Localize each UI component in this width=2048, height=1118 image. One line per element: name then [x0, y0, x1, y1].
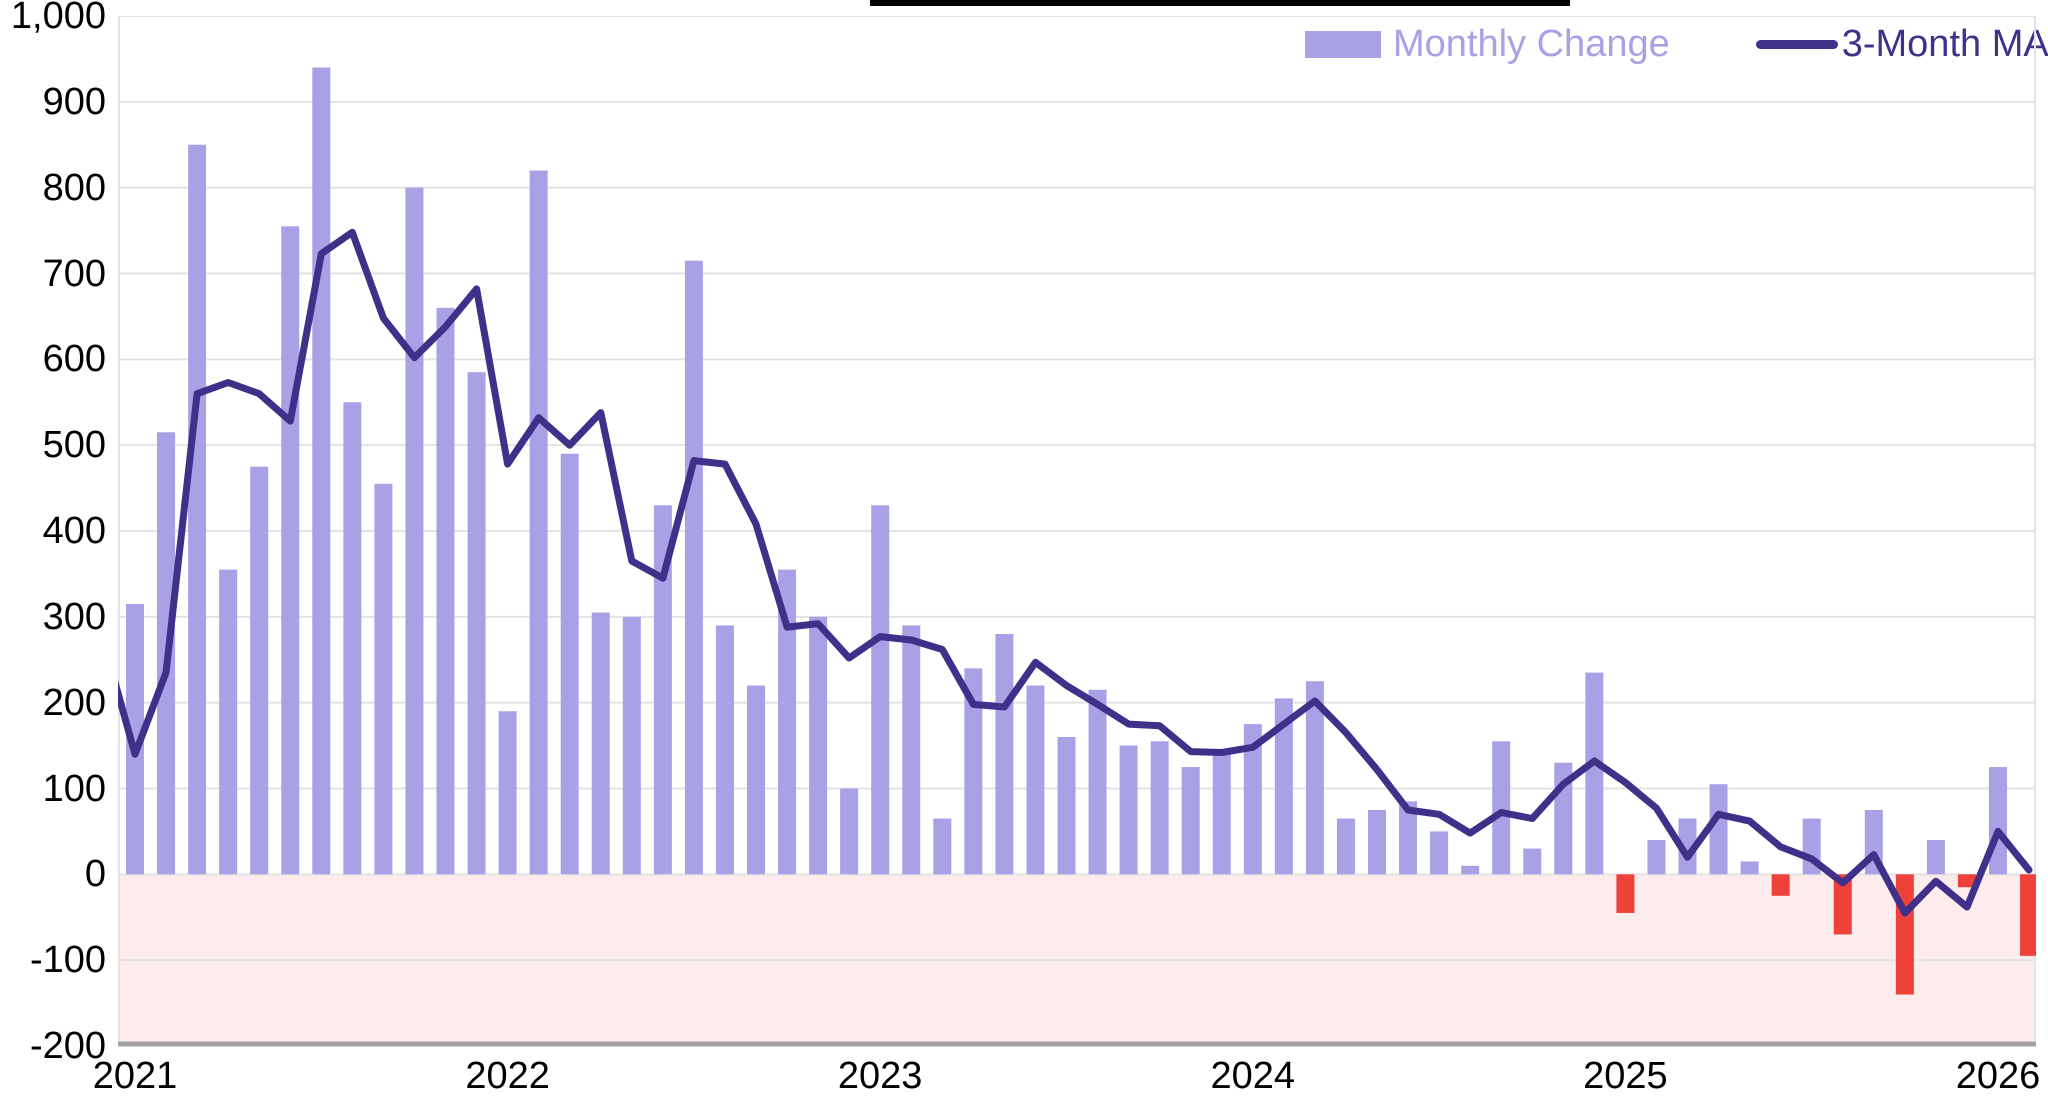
bar-2021-07 [312, 67, 331, 875]
legend-label-monthly-change: Monthly Change [1393, 23, 1670, 65]
y-tick-label--100: -100 [29, 939, 106, 982]
bar-2024-04 [1336, 818, 1355, 875]
y-tick-label-300: 300 [42, 595, 106, 638]
bar-2023-12 [1212, 749, 1231, 875]
bar-2021-01 [126, 603, 144, 875]
bar-2025-05 [1740, 861, 1759, 875]
bar-2022-01 [498, 711, 517, 875]
bar-2022-07 [684, 260, 703, 875]
y-tick-label--200: -200 [29, 1025, 106, 1067]
x-tick-label-2023: 2023 [837, 1055, 923, 1097]
y-tick-label-1000: 1,000 [10, 0, 106, 37]
legend-label-3-month-ma: 3-Month MA [1841, 23, 2048, 65]
bar-2022-08 [715, 625, 734, 875]
plot-area [118, 16, 2036, 1047]
bar-2025-08 [1833, 874, 1852, 935]
bar-2025-11 [1926, 840, 1945, 875]
bar-2023-06 [1026, 685, 1045, 875]
title-underline [870, 0, 1570, 6]
bar-2023-10 [1150, 741, 1169, 875]
bar-2022-02 [529, 170, 548, 875]
bar-2022-11 [809, 616, 828, 875]
bar-2026-01 [1989, 767, 2007, 875]
bar-2023-02 [902, 625, 921, 875]
y-tick-label-500: 500 [42, 424, 106, 467]
bar-2023-11 [1181, 767, 1200, 875]
y-tick-label-900: 900 [42, 80, 106, 123]
legend-item-monthly-change: Monthly Change [1305, 22, 1670, 66]
bar-2025-03 [1678, 818, 1697, 875]
bar-2024-10 [1523, 848, 1542, 875]
chart-legend: Monthly Change 3-Month MA [1305, 18, 2048, 70]
bar-2021-05 [250, 466, 269, 875]
bar-2025-10 [1895, 874, 1914, 995]
y-tick-label-800: 800 [42, 166, 106, 209]
x-tick-label-2025: 2025 [1583, 1055, 1668, 1097]
bar-2022-06 [653, 505, 672, 875]
bar-2024-02 [1274, 698, 1293, 875]
bar-2021-06 [281, 226, 300, 875]
bar-2023-01 [871, 505, 890, 875]
bar-2023-07 [1057, 737, 1076, 875]
bar-2022-10 [778, 569, 797, 875]
bar-2024-09 [1492, 741, 1511, 875]
bar-2022-12 [840, 788, 859, 875]
bar-2024-06 [1399, 801, 1418, 875]
bar-2022-09 [747, 685, 765, 875]
bar-2025-04 [1709, 784, 1728, 875]
bar-2024-12 [1585, 672, 1604, 875]
bar-2024-08 [1461, 865, 1480, 875]
bar-2021-08 [343, 402, 362, 875]
bar-2022-05 [622, 616, 641, 875]
bar-2023-08 [1088, 689, 1107, 875]
y-tick-label-700: 700 [42, 252, 106, 295]
bar-2023-04 [964, 668, 983, 875]
y-tick-label-200: 200 [42, 681, 106, 724]
bar-2022-03 [560, 453, 579, 875]
bar-2024-01 [1243, 724, 1262, 875]
monthly-change-swatch-icon [1305, 30, 1381, 58]
bar-2025-02 [1647, 840, 1666, 875]
bar-2024-05 [1368, 809, 1386, 875]
legend-item-3-month-ma: 3-Month MA [1755, 22, 2048, 66]
bar-2025-01 [1616, 874, 1635, 913]
bar-2021-12 [467, 372, 486, 875]
x-tick-label-2026: 2026 [1955, 1055, 2041, 1097]
bar-2026-02 [2020, 874, 2036, 956]
bar-2023-03 [933, 818, 952, 875]
x-tick-label-2024: 2024 [1210, 1055, 1296, 1097]
bar-2025-12 [1957, 874, 1976, 888]
bar-2025-06 [1771, 874, 1790, 896]
bar-2024-07 [1430, 831, 1449, 875]
bar-2021-04 [219, 569, 238, 875]
bar-2023-09 [1119, 745, 1138, 875]
bar-2023-05 [995, 634, 1014, 875]
y-tick-label-100: 100 [42, 767, 106, 810]
bar-2021-11 [436, 307, 455, 875]
bar-2021-09 [374, 483, 393, 875]
bar-2022-04 [591, 612, 610, 875]
x-tick-label-2021: 2021 [92, 1055, 178, 1097]
bar-2021-03 [188, 144, 207, 875]
ma-line [118, 228, 2033, 917]
y-tick-label-0: 0 [84, 853, 106, 896]
ma-line-swatch-icon [1755, 39, 1838, 49]
bar-2024-03 [1305, 681, 1324, 875]
bar-2021-10 [405, 187, 424, 875]
y-tick-label-600: 600 [42, 338, 106, 381]
x-tick-label-2022: 2022 [465, 1055, 550, 1097]
y-tick-label-400: 400 [42, 510, 106, 552]
